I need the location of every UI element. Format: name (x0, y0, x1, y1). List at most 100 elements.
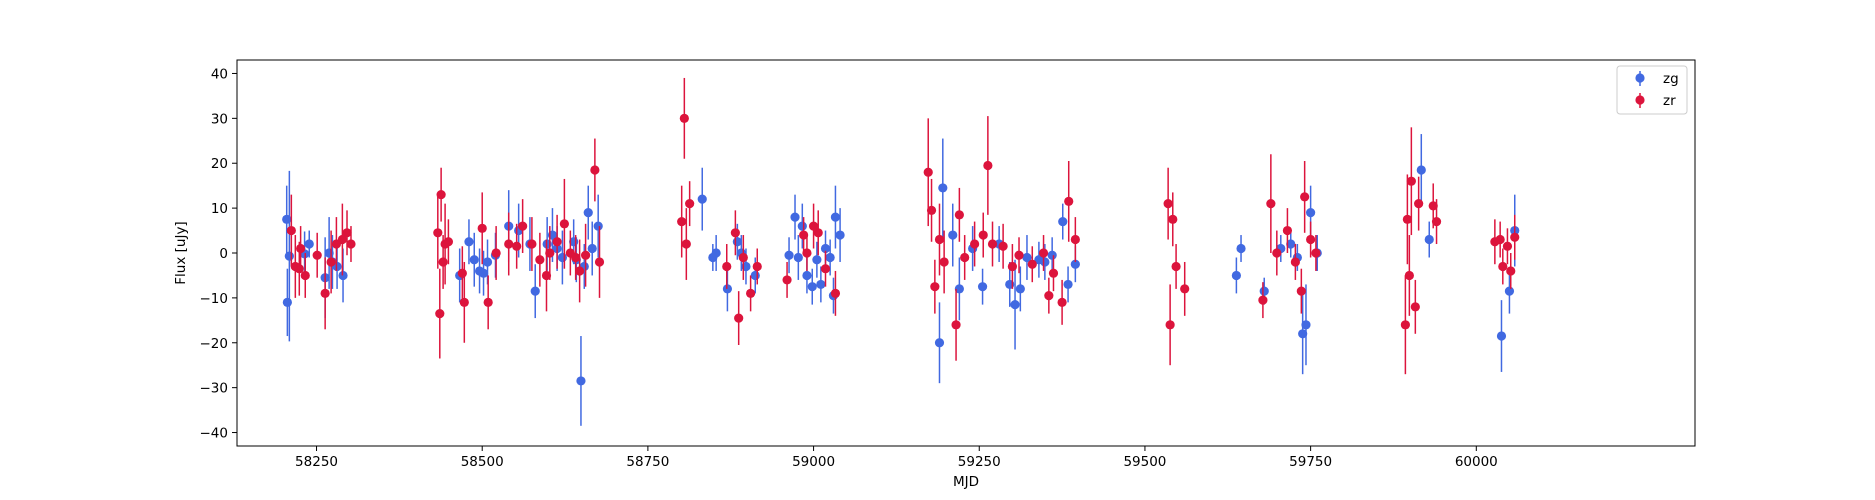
data-point (948, 230, 958, 240)
data-point (732, 237, 742, 247)
data-point (1296, 286, 1306, 296)
data-point (681, 239, 691, 249)
data-point (835, 230, 845, 240)
data-point (1306, 234, 1316, 245)
data-point (1168, 214, 1178, 224)
data-point (820, 243, 831, 254)
data-point (557, 252, 567, 263)
x-axis-label: MJD (953, 474, 979, 490)
data-point (813, 228, 823, 238)
data-point (983, 160, 993, 171)
data-point (970, 239, 980, 249)
data-point (1400, 320, 1410, 330)
data-point (830, 212, 841, 222)
data-point (1406, 176, 1416, 186)
data-point (1014, 250, 1024, 260)
x-tick-label: 59750 (1289, 454, 1332, 470)
data-point (346, 239, 356, 249)
y-tick-label: 10 (211, 201, 228, 217)
data-point (802, 248, 812, 258)
data-point (954, 210, 964, 220)
data-point (938, 183, 948, 193)
data-point (435, 308, 445, 319)
data-point (998, 241, 1008, 251)
data-point (954, 284, 964, 294)
data-layer (282, 77, 1520, 426)
data-point (312, 250, 322, 260)
x-tick-label: 59000 (792, 454, 835, 470)
data-point (685, 199, 695, 209)
data-point (1007, 261, 1017, 272)
data-point (1070, 259, 1080, 269)
data-point (535, 255, 545, 265)
legend-zg-label: zg (1663, 71, 1679, 87)
data-point (478, 268, 489, 278)
data-point (286, 225, 296, 236)
data-point (782, 275, 792, 285)
data-point (1063, 279, 1073, 290)
data-point (590, 165, 600, 175)
data-point (734, 313, 744, 323)
data-point (1047, 250, 1057, 260)
data-point (752, 261, 762, 272)
data-point (571, 252, 581, 263)
data-point (457, 268, 467, 278)
series-zr (286, 77, 1520, 375)
x-tick-label: 58500 (461, 454, 504, 470)
data-point (491, 248, 501, 258)
data-point (512, 241, 522, 251)
x-tick-label: 58750 (626, 454, 669, 470)
data-point (593, 221, 603, 231)
data-point (1259, 286, 1269, 296)
y-tick-label: 30 (211, 111, 228, 127)
data-point (1048, 268, 1059, 278)
data-point (1404, 270, 1414, 281)
data-point (1506, 266, 1516, 276)
data-point (541, 270, 552, 281)
data-point (784, 250, 794, 260)
data-point (1266, 199, 1276, 209)
data-point (1236, 243, 1246, 254)
x-tick-label: 59250 (958, 454, 1001, 470)
data-point (1282, 225, 1293, 236)
data-point (930, 282, 940, 292)
data-point (1064, 196, 1074, 206)
data-point (1258, 295, 1268, 305)
data-point (337, 234, 347, 245)
data-point (482, 257, 493, 267)
data-point (697, 194, 707, 204)
data-point (1504, 286, 1515, 296)
data-point (1301, 320, 1311, 330)
data-point (1498, 261, 1508, 272)
data-point (1416, 165, 1426, 175)
data-point (320, 288, 330, 298)
data-point (575, 266, 585, 276)
data-point (1414, 199, 1424, 209)
y-tick-label: −40 (200, 426, 229, 442)
data-point (438, 257, 448, 267)
data-point (977, 282, 988, 292)
data-point (504, 239, 514, 249)
data-point (464, 237, 474, 247)
x-tick-label: 59500 (1123, 454, 1166, 470)
data-point (459, 297, 469, 307)
data-point (443, 237, 454, 247)
data-point (790, 212, 800, 222)
x-axis: 58250 58500 58750 59000 59250 59500 59750 60000 (295, 446, 1498, 470)
data-point (978, 230, 988, 240)
data-point (807, 282, 817, 292)
data-point (1015, 284, 1025, 294)
data-point (530, 286, 540, 296)
data-point (527, 239, 537, 249)
y-tick-label: −20 (200, 336, 229, 352)
data-point (477, 223, 487, 233)
data-point (1180, 284, 1190, 294)
data-point (296, 243, 306, 254)
x-tick-label: 58250 (295, 454, 338, 470)
y-tick-label: 0 (219, 246, 228, 262)
data-point (1502, 241, 1513, 251)
data-point (1306, 208, 1316, 218)
data-point (1424, 234, 1434, 245)
